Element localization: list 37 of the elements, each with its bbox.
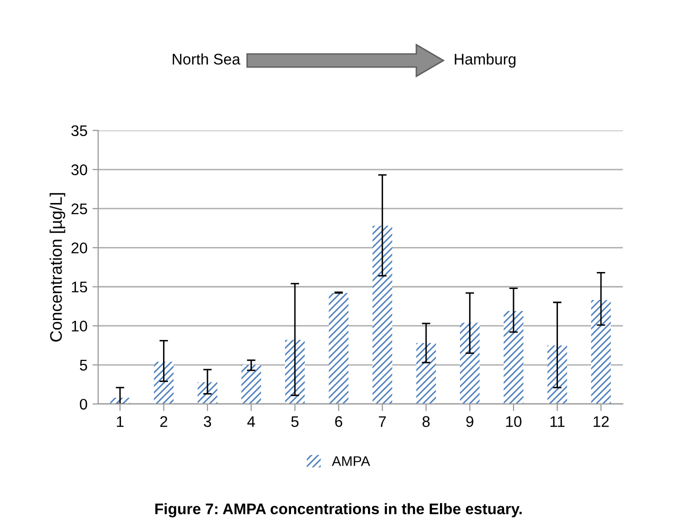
y-tick-label: 5 bbox=[80, 360, 88, 371]
bar bbox=[241, 364, 262, 404]
bar bbox=[591, 300, 611, 404]
x-tick-label: 6 bbox=[335, 416, 342, 427]
x-tick-label: 12 bbox=[594, 416, 609, 427]
x-tick-label: 4 bbox=[247, 416, 255, 427]
bar bbox=[110, 398, 130, 404]
bar bbox=[328, 292, 348, 404]
y-tick-label: 25 bbox=[72, 203, 88, 214]
y-tick-label: 10 bbox=[72, 320, 88, 332]
text: North Sea bbox=[172, 53, 240, 65]
y-axis-title: Concentration [µg/L] bbox=[50, 193, 66, 342]
x-tick-label: 5 bbox=[291, 416, 299, 427]
bar bbox=[154, 362, 174, 404]
legend-label: AMPA bbox=[332, 456, 370, 466]
x-tick-label: 7 bbox=[378, 416, 386, 427]
x-tick-label: 11 bbox=[550, 416, 564, 427]
y-tick-label: 20 bbox=[72, 242, 88, 254]
text: Hamburg bbox=[454, 53, 516, 68]
y-tick-label: 0 bbox=[80, 398, 88, 410]
y-tick-label: 35 bbox=[71, 125, 88, 136]
bar bbox=[504, 310, 524, 404]
bar bbox=[285, 340, 305, 404]
x-tick-label: 8 bbox=[422, 416, 430, 427]
bar bbox=[547, 345, 568, 404]
bar bbox=[416, 343, 436, 404]
x-tick-label: 1 bbox=[116, 416, 124, 427]
bar bbox=[372, 226, 392, 404]
x-tick-label: 2 bbox=[160, 416, 168, 427]
x-tick-label: 9 bbox=[466, 416, 474, 427]
caption: Figure 7: AMPA concentrations in the Elbe estuary. bbox=[155, 503, 522, 518]
x-tick-label: 3 bbox=[204, 416, 212, 427]
bar bbox=[198, 382, 218, 404]
x-tick-label: 10 bbox=[506, 416, 522, 427]
y-tick-label: 30 bbox=[71, 164, 88, 176]
y-tick-label: 15 bbox=[72, 282, 88, 292]
bar bbox=[460, 322, 480, 404]
